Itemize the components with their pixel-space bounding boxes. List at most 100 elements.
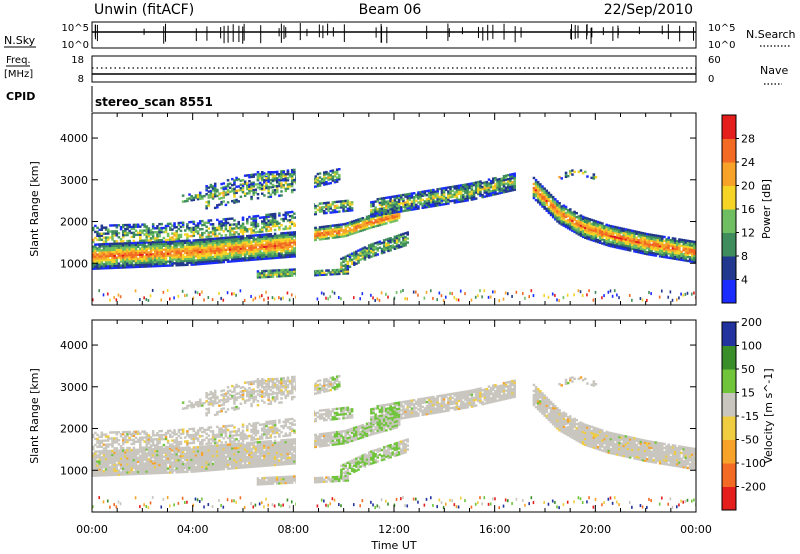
power-cell bbox=[256, 236, 260, 239]
power-cell bbox=[194, 196, 198, 199]
power-cell bbox=[626, 230, 630, 234]
power-cell bbox=[376, 220, 380, 223]
power-cell bbox=[631, 239, 634, 243]
power-cell bbox=[141, 231, 144, 234]
power-cell bbox=[382, 198, 386, 202]
power-cell bbox=[678, 240, 681, 243]
power-cell bbox=[201, 260, 204, 264]
power-cell bbox=[258, 233, 262, 237]
power-cell bbox=[267, 187, 270, 191]
power-cell bbox=[513, 176, 516, 179]
power-cell bbox=[246, 230, 249, 233]
velocity-cell bbox=[121, 463, 125, 466]
power-cell bbox=[124, 246, 127, 249]
power-cell bbox=[389, 207, 392, 211]
power-cell bbox=[237, 235, 241, 238]
power-cell bbox=[628, 237, 632, 240]
power-cell bbox=[419, 200, 422, 204]
power-cell bbox=[586, 233, 589, 236]
power-cell bbox=[273, 256, 277, 260]
power-cell bbox=[141, 249, 144, 252]
power-cell bbox=[271, 238, 275, 242]
power-cell bbox=[440, 203, 444, 206]
velocity-cell bbox=[113, 471, 116, 475]
velocity-cell bbox=[149, 462, 153, 465]
power-cell bbox=[598, 239, 602, 242]
power-cell bbox=[588, 236, 591, 239]
power-cell bbox=[325, 273, 328, 276]
power-cell bbox=[363, 252, 367, 255]
power-cell bbox=[141, 265, 144, 268]
power-cell bbox=[342, 264, 345, 268]
power-cell bbox=[139, 251, 142, 254]
power-cell bbox=[325, 207, 328, 211]
power-cell bbox=[250, 240, 253, 243]
power-cell bbox=[556, 206, 559, 209]
velocity-cell bbox=[111, 445, 114, 448]
power-cell bbox=[665, 246, 668, 249]
power-cell bbox=[286, 272, 290, 276]
power-cell bbox=[558, 214, 561, 217]
power-cell bbox=[376, 222, 380, 225]
power-cell bbox=[192, 247, 196, 250]
power-cell bbox=[252, 246, 255, 249]
power-cell bbox=[584, 170, 587, 174]
power-cell bbox=[673, 239, 677, 242]
power-cell bbox=[198, 240, 202, 244]
velocity-cell bbox=[117, 449, 121, 452]
velocity-cell bbox=[94, 468, 97, 471]
power-cell bbox=[143, 263, 146, 266]
power-cell bbox=[111, 236, 114, 239]
power-cell bbox=[286, 235, 290, 239]
power-cell bbox=[260, 171, 264, 174]
power-cell bbox=[188, 249, 191, 252]
power-cell bbox=[213, 186, 217, 190]
power-cell bbox=[658, 243, 662, 246]
power-cell bbox=[258, 228, 262, 231]
power-cell bbox=[579, 290, 582, 294]
power-cell bbox=[273, 192, 277, 196]
power-cell bbox=[688, 242, 692, 245]
power-cell bbox=[327, 182, 330, 185]
power-cell bbox=[504, 176, 508, 179]
power-cell bbox=[596, 230, 600, 234]
power-cell bbox=[348, 257, 352, 260]
power-cell bbox=[196, 195, 200, 199]
power-cell bbox=[209, 219, 213, 222]
power-cell bbox=[265, 237, 268, 240]
power-cell bbox=[573, 214, 576, 218]
power-cell bbox=[179, 229, 183, 233]
power-cell bbox=[346, 234, 350, 237]
power-cell bbox=[211, 237, 215, 241]
velocity-cell bbox=[119, 502, 122, 506]
velocity-cell bbox=[139, 450, 142, 453]
power-cell bbox=[592, 227, 596, 230]
power-cell bbox=[628, 233, 632, 236]
power-cell bbox=[111, 258, 114, 262]
power-cell bbox=[643, 242, 647, 245]
power-cell bbox=[284, 213, 288, 216]
power-cell bbox=[265, 221, 268, 225]
power-cell bbox=[470, 198, 474, 201]
power-cell bbox=[106, 244, 110, 248]
power-cell bbox=[290, 272, 294, 275]
power-cell bbox=[635, 244, 638, 248]
velocity-cell bbox=[92, 452, 95, 455]
power-cell bbox=[269, 237, 273, 240]
power-cell bbox=[333, 224, 337, 227]
power-cell bbox=[387, 204, 390, 207]
power-cell bbox=[130, 249, 134, 253]
power-cell bbox=[258, 237, 262, 241]
power-cell bbox=[149, 294, 152, 298]
power-cell bbox=[154, 260, 157, 264]
power-cell bbox=[117, 250, 121, 253]
power-cell bbox=[624, 236, 628, 239]
power-cell bbox=[412, 198, 416, 201]
power-cell bbox=[233, 253, 236, 257]
power-cell bbox=[385, 292, 387, 296]
power-cell bbox=[498, 177, 501, 181]
power-cell bbox=[192, 249, 196, 252]
power-cell bbox=[188, 259, 191, 262]
power-cell bbox=[609, 224, 613, 228]
power-cell bbox=[260, 173, 264, 176]
